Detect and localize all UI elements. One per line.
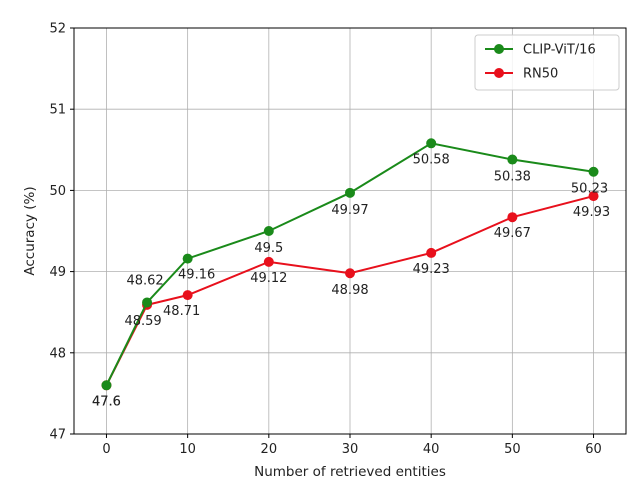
y-tick-label: 49 <box>49 265 66 280</box>
data-point <box>182 253 193 264</box>
y-tick-label: 48 <box>49 346 66 361</box>
data-point <box>426 138 437 149</box>
data-label: 49.93 <box>573 205 610 220</box>
series-line <box>105 195 594 386</box>
data-label: 48.62 <box>126 273 163 288</box>
x-tick-label: 60 <box>585 442 602 457</box>
x-axis-label: Number of retrieved entities <box>254 464 446 480</box>
data-label: 48.71 <box>163 304 200 319</box>
data-label: 48.98 <box>331 283 368 298</box>
data-point <box>101 380 112 391</box>
data-label: 49.16 <box>178 268 215 283</box>
x-tick-label: 10 <box>179 442 196 457</box>
data-point <box>263 256 274 267</box>
data-label: 50.38 <box>494 170 531 185</box>
data-label: 49.23 <box>413 262 450 277</box>
data-point <box>182 290 193 301</box>
x-tick-label: 50 <box>504 442 521 457</box>
data-point <box>142 297 153 308</box>
legend-entry: RN50 <box>523 67 558 82</box>
series-line <box>105 142 594 386</box>
data-label: 49.67 <box>494 226 531 241</box>
data-point <box>588 166 599 177</box>
x-tick-label: 40 <box>423 442 440 457</box>
data-label: 49.97 <box>331 203 368 218</box>
data-label: 50.58 <box>413 152 450 167</box>
y-tick-label: 50 <box>49 184 66 199</box>
plot-frame <box>73 27 627 435</box>
data-point <box>426 247 437 258</box>
x-tick-label: 30 <box>342 442 359 457</box>
x-tick-label: 0 <box>102 442 110 457</box>
x-tick-label: 20 <box>261 442 278 457</box>
legend: CLIP-ViT/16 RN50 <box>474 34 620 91</box>
data-label: 47.6 <box>92 394 121 409</box>
data-point <box>588 191 599 202</box>
y-tick-label: 51 <box>49 103 66 118</box>
data-label: 49.5 <box>254 241 283 256</box>
data-label: 47.6 <box>92 394 121 409</box>
data-labels: 47.648.62 49.1649.549.9750.5850.3850.2347… <box>92 152 610 409</box>
legend-marker <box>494 44 504 54</box>
data-label: 49.12 <box>250 271 287 286</box>
series-layer <box>101 138 599 391</box>
y-axis-label: Accuracy (%) <box>22 186 38 275</box>
data-point <box>507 212 518 223</box>
data-point <box>263 226 274 236</box>
legend-marker <box>494 68 504 78</box>
data-label: 48.59 <box>124 314 161 329</box>
data-label: 50.23 <box>571 182 608 197</box>
axis-ticks: 0 10 20 30 40 50 60 47 48 49 50 51 52 <box>49 22 601 458</box>
data-point <box>507 154 518 165</box>
y-tick-label: 52 <box>49 22 66 37</box>
legend-entry: CLIP-ViT/16 <box>523 43 596 58</box>
data-point <box>345 268 355 279</box>
data-point <box>345 187 355 198</box>
y-tick-label: 47 <box>49 428 66 443</box>
